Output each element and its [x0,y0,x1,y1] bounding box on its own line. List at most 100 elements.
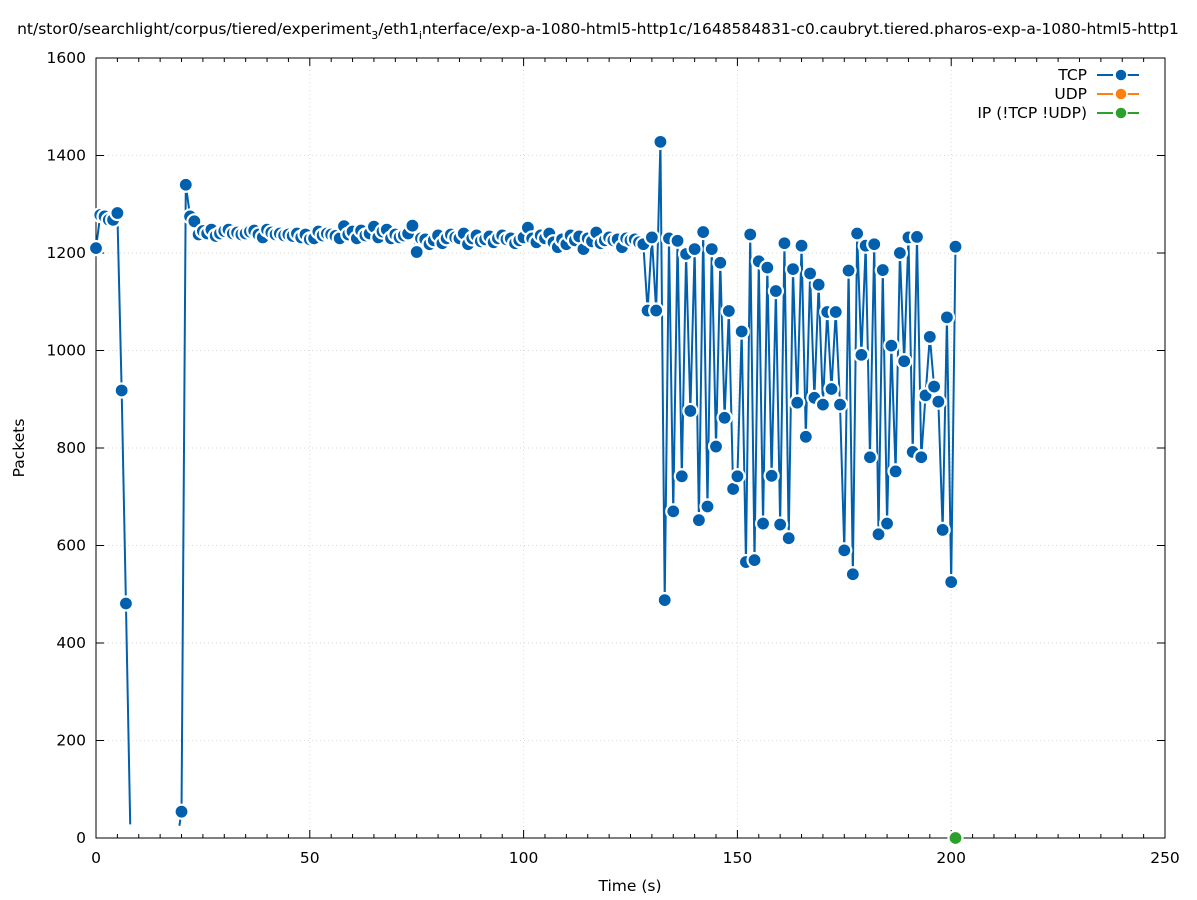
legend-label: IP (!TCP !UDP) [977,104,1087,122]
y-tick-label: 0 [76,829,86,847]
data-point [695,223,712,241]
y-tick-labels: 0 200 400 600 800 1000 1200 1400 1600 [47,49,86,847]
data-point [908,228,926,246]
data-point [87,240,105,257]
data-point [177,176,194,193]
y-tick-label: 600 [56,537,86,555]
data-point [759,259,776,276]
legend-label: UDP [1054,85,1087,103]
data-point [682,402,699,420]
data-point [665,503,682,520]
y-tick-label: 1400 [47,147,86,165]
y-tick-label: 800 [56,439,86,457]
data-point [861,449,879,466]
data-point [947,238,964,255]
data-point [883,337,900,354]
data-point [866,236,883,253]
data-point [703,241,720,258]
data-point [712,254,729,271]
data-point [656,591,673,609]
data-point [938,309,956,326]
data-point [113,382,130,399]
x-tick-label: 200 [936,849,966,867]
series-2 [947,829,964,847]
data-point [947,829,964,847]
series-0 [87,133,964,826]
x-tick-labels: 0 50 100 150 200 250 [91,849,1180,867]
chart-title-part-2: /eth1 [378,20,419,38]
data-point [754,515,772,532]
y-tick-label: 1600 [47,49,86,67]
data-point [669,232,686,249]
y-tick-label: 1000 [47,342,86,360]
x-tick-label: 150 [723,849,753,867]
chart-title-subscript-1: 3 [371,29,378,42]
data-point [853,346,870,363]
y-tick-label: 400 [56,634,86,652]
data-point [849,225,866,242]
x-tick-label: 0 [91,849,101,867]
x-tick-label: 250 [1150,849,1180,867]
data-point [408,243,425,261]
y-tick-label: 200 [56,732,86,750]
data-point [707,438,725,455]
data-point [840,262,857,279]
x-axis-label: Time (s) [597,877,661,895]
data-point [836,542,853,559]
data-point [797,428,814,445]
data-point [943,573,960,591]
data-point [930,393,947,410]
data-point [810,276,827,293]
data-point [844,566,861,583]
data-point [934,521,951,539]
data-point [686,241,703,258]
data-point [921,328,938,345]
data-point [173,803,190,820]
data-point [870,526,887,543]
data-point [109,204,126,222]
data-point [891,244,908,262]
data-point [896,353,913,370]
x-tick-label: 50 [300,849,320,867]
chart-title-part-1: nt/stor0/searchlight/corpus/tiered/exper… [17,20,371,38]
data-point [117,595,135,612]
data-point [716,409,733,426]
data-point [784,260,802,278]
data-series [87,133,964,847]
data-point [742,226,759,243]
data-point [763,467,780,484]
data-point [827,303,844,321]
data-point [733,323,750,340]
data-point [925,378,943,395]
data-point [772,516,789,533]
y-tick-label: 1200 [47,244,86,262]
data-point [801,265,819,282]
data-point [823,380,840,398]
series-line [95,212,132,825]
legend-marker [1114,87,1128,101]
grid-lines [96,58,1165,838]
data-point [913,449,930,466]
legend-marker [1114,68,1128,82]
data-point [767,282,784,300]
data-point [729,468,746,485]
x-tick-label: 100 [509,849,539,867]
data-point [699,498,716,515]
data-point [780,530,797,547]
data-point [831,396,849,413]
data-point [673,468,690,485]
data-point [652,133,669,150]
chart-title-part-3: nterface/exp-a-1080-html5-http1c/1648584… [422,20,1179,38]
data-point [814,396,832,413]
chart-title-subscript-2: i [419,29,422,42]
data-point [404,217,421,234]
data-point [690,512,708,529]
legend-marker [1114,106,1128,120]
data-point [874,261,891,279]
data-point [643,229,660,246]
data-point [776,235,793,252]
chart-title: nt/stor0/searchlight/corpus/tiered/exper… [17,20,1179,42]
data-point [878,515,896,532]
